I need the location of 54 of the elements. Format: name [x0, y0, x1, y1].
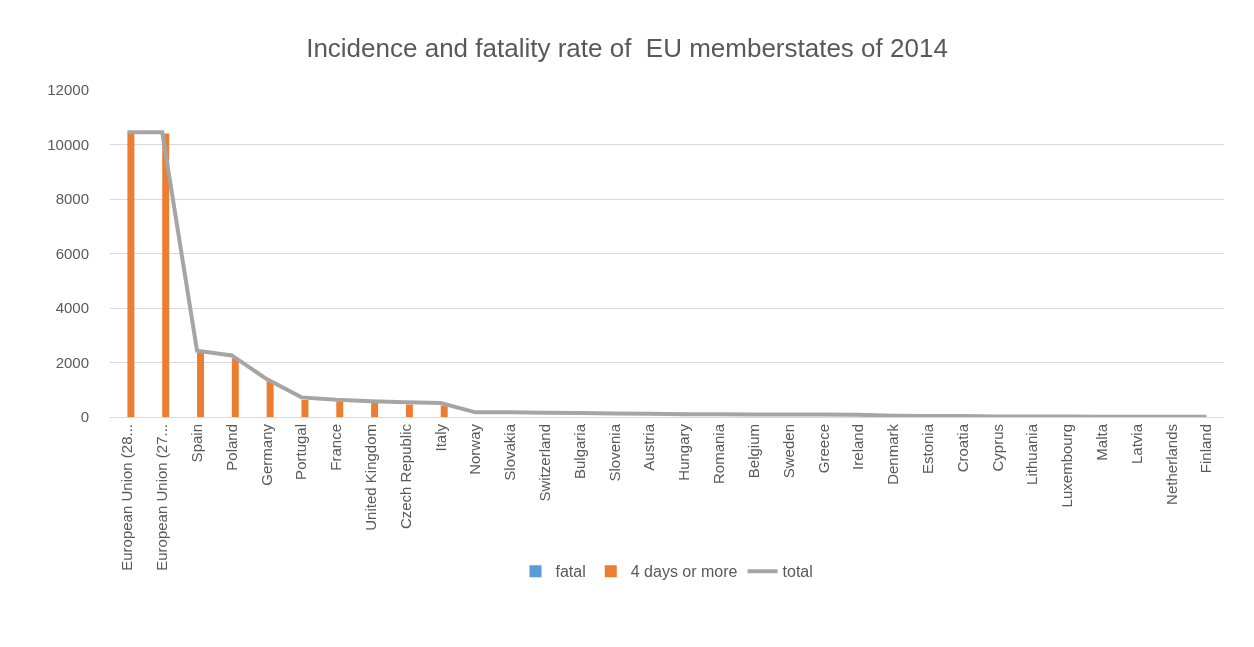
line-series: [125, 130, 1209, 417]
x-tick-label: Slovakia: [501, 423, 519, 481]
x-tick-label: Netherlands: [1162, 424, 1180, 505]
x-tick-label: Latvia: [1127, 423, 1145, 465]
chart-title: Incidence and fatality rate of EU memberstates of 2014: [306, 33, 948, 64]
y-tick-label: 6000: [55, 244, 89, 262]
bar: [371, 402, 379, 417]
legend-label: total: [782, 563, 813, 581]
bar: [231, 358, 239, 417]
x-tick-label: Germany: [257, 423, 275, 486]
y-tick-label: 10000: [47, 135, 89, 153]
x-tick-label: European Union (27...: [153, 424, 171, 571]
x-tick-label: Finland: [1197, 424, 1215, 474]
y-tick-label: 8000: [55, 190, 89, 208]
legend-label: 4 days or more: [630, 563, 738, 581]
x-tick-label: Bulgaria: [570, 423, 588, 480]
bar: [440, 405, 448, 417]
x-tick-label: Spain: [187, 424, 205, 463]
x-tick-label: Romania: [710, 423, 728, 485]
x-tick-label: Greece: [814, 424, 832, 474]
x-tick-label: Estonia: [918, 423, 936, 475]
x-tick-label: Slovenia: [605, 423, 623, 482]
y-tick-label: 4000: [55, 299, 89, 317]
x-tick-label: Ireland: [849, 424, 867, 470]
legend-label: fatal: [555, 563, 586, 581]
x-tick-label: Czech Republic: [396, 423, 414, 530]
x-tick-label: Denmark: [884, 423, 902, 485]
x-tick-label: Poland: [222, 424, 240, 471]
x-tick-label: Switzerland: [536, 424, 554, 502]
x-tick-label: Sweden: [779, 424, 797, 479]
bar: [336, 401, 344, 417]
x-tick-label: Norway: [466, 423, 484, 475]
x-tick-label: Luxembourg: [1058, 424, 1076, 508]
x-tick-label: Portugal: [292, 424, 310, 480]
x-tick-label: Italy: [431, 423, 449, 452]
x-tick-label: Malta: [1093, 423, 1111, 461]
bar: [162, 133, 170, 417]
y-tick-label: 2000: [55, 353, 89, 371]
y-tick-label: 0: [80, 408, 89, 426]
x-tick-label: Hungary: [675, 423, 693, 481]
x-tick-label: Belgium: [744, 424, 762, 479]
x-tick-label: France: [327, 424, 345, 471]
x-tick-label: European Union (28...: [118, 424, 136, 571]
bar: [301, 399, 309, 417]
x-tick-label: Lithuania: [1023, 423, 1041, 485]
bar: [127, 133, 135, 417]
y-tick-label: 12000: [47, 81, 89, 99]
bar: [266, 381, 274, 417]
x-tick-label: Austria: [640, 423, 658, 471]
x-tick-label: Cyprus: [988, 424, 1006, 472]
x-tick-label: Croatia: [953, 423, 971, 473]
bar: [405, 404, 413, 417]
bar: [197, 352, 204, 417]
x-tick-label: United Kingdom: [361, 424, 379, 531]
